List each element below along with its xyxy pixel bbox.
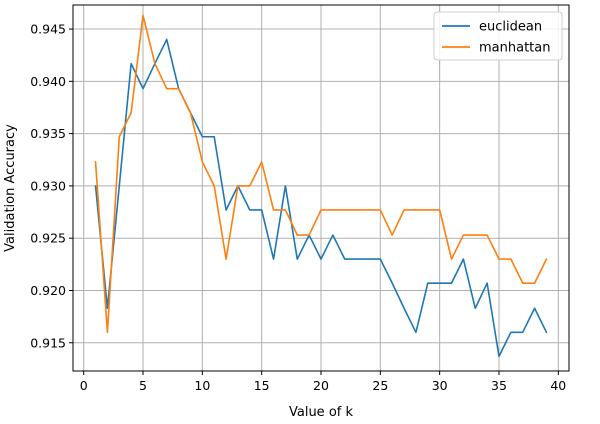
- y-tick-label: 0.940: [30, 74, 66, 89]
- x-tick-label: 0: [80, 378, 88, 393]
- legend-box: [433, 11, 563, 61]
- x-tick-label: 25: [372, 378, 388, 393]
- y-tick-label: 0.915: [30, 335, 66, 350]
- series-line-manhattan: [94, 14, 548, 334]
- y-axis-label: Validation Accuracy: [3, 124, 18, 252]
- series-line-euclidean: [94, 38, 548, 358]
- legend-label-manhattan: manhattan: [479, 41, 550, 56]
- x-tick-label: 30: [432, 378, 448, 393]
- y-tick-label: 0.920: [30, 283, 66, 298]
- x-axis-label: Value of k: [289, 405, 353, 420]
- x-tick-label: 40: [550, 378, 566, 393]
- x-tick-label: 5: [139, 378, 147, 393]
- legend-label-euclidean: euclidean: [479, 20, 542, 35]
- grid: [73, 5, 569, 371]
- x-tick-label: 35: [491, 378, 507, 393]
- x-tick-label: 15: [254, 378, 270, 393]
- y-axis: 0.915 0.920 0.925 0.930 0.935 0.940 0.945: [30, 22, 73, 350]
- x-axis: 0 5 10 15 20 25 30 35 40: [80, 371, 566, 393]
- y-tick-label: 0.945: [30, 22, 66, 37]
- x-tick-label: 10: [194, 378, 210, 393]
- series-layer: [94, 14, 548, 358]
- y-tick-label: 0.925: [30, 231, 66, 246]
- y-tick-label: 0.930: [30, 178, 66, 193]
- x-tick-label: 20: [313, 378, 329, 393]
- legend: euclidean manhattan: [433, 11, 563, 61]
- y-tick-label: 0.935: [30, 126, 66, 141]
